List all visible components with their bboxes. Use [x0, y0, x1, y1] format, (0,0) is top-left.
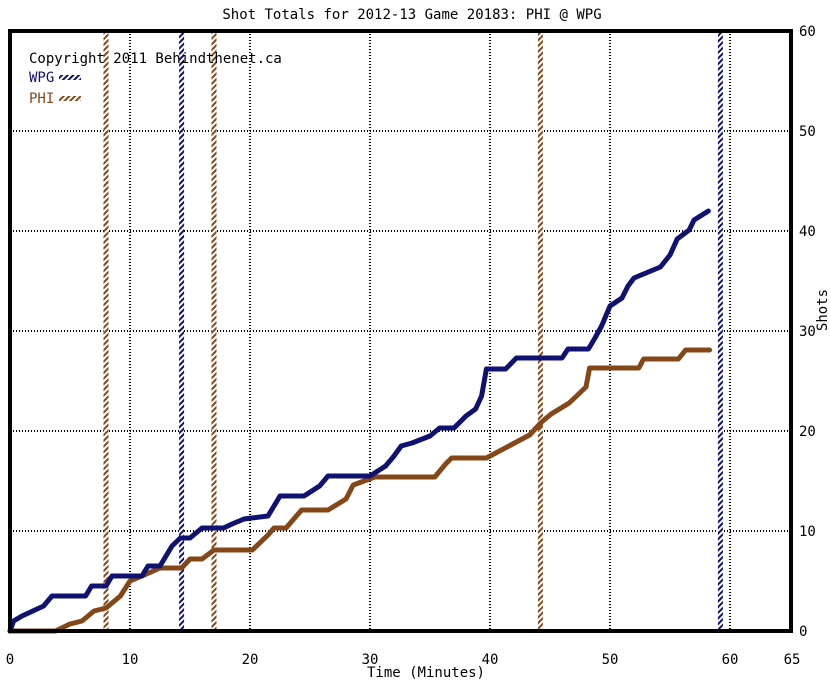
series-line-phi [7, 347, 713, 634]
x-tick-label: 20 [242, 652, 259, 668]
x-axis-label: Time (Minutes) [367, 665, 485, 680]
period-marker-wpg [179, 31, 185, 631]
plot-frame [8, 29, 793, 633]
x-tick-label: 10 [122, 652, 139, 668]
y-tick-label: 60 [799, 24, 816, 40]
y-tick-label: 40 [799, 224, 816, 240]
series-lines [7, 208, 713, 634]
x-tick-label: 65 [784, 652, 801, 668]
legend: WPG PHI [29, 70, 81, 107]
period-marker-phi [211, 31, 217, 631]
period-marker-phi [537, 31, 543, 631]
chart-title: Shot Totals for 2012-13 Game 20183: PHI … [222, 7, 601, 23]
y-tick-label: 50 [799, 124, 816, 140]
period-markers [103, 31, 723, 631]
legend-label-phi: PHI [29, 91, 54, 107]
legend-label-wpg: WPG [29, 70, 54, 86]
period-marker-wpg [717, 31, 723, 631]
y-tick-label: 30 [799, 324, 816, 340]
y-tick-label: 10 [799, 524, 816, 540]
series-line-wpg [7, 208, 711, 634]
x-axis-ticks: 0 10 20 30 40 50 60 65 [6, 652, 801, 668]
y-tick-label: 20 [799, 424, 816, 440]
x-tick-label: 30 [362, 652, 379, 668]
legend-swatch-phi [59, 96, 81, 101]
y-tick-label: 0 [799, 624, 807, 640]
copyright-notice: Copyright 2011 Behindthenet.ca [29, 51, 282, 67]
y-axis-label: Shots [815, 289, 830, 331]
legend-swatch-wpg [59, 75, 81, 80]
y-axis-ticks: 0 10 20 30 40 50 60 [799, 24, 816, 640]
gridlines [10, 31, 791, 631]
x-tick-label: 0 [6, 652, 14, 668]
period-marker-phi [103, 31, 109, 631]
x-tick-label: 60 [722, 652, 739, 668]
x-tick-label: 50 [602, 652, 619, 668]
x-tick-label: 40 [482, 652, 499, 668]
